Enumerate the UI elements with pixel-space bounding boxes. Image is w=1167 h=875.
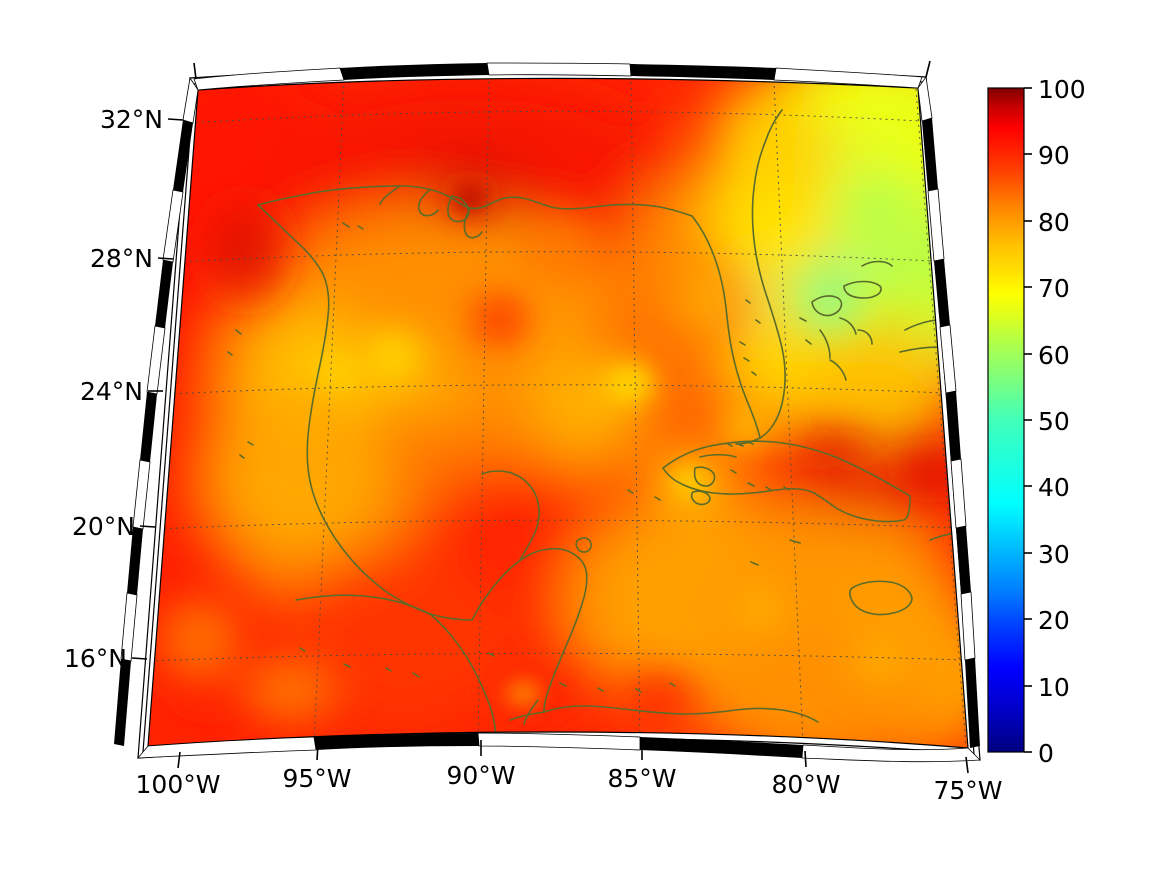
colorbar[interactable]: 100 90 80 70 60 50 40 30 20 10 0	[987, 75, 1086, 768]
colorbar-gradient	[987, 87, 1025, 753]
x-tick-label: 95°W	[282, 764, 351, 793]
colorbar-tick-label: 80	[1038, 208, 1070, 237]
x-tick-label: 80°W	[771, 770, 840, 799]
colorbar-tick-label: 70	[1038, 274, 1070, 303]
frame-ticks-right	[917, 75, 980, 748]
y-tick-label: 28°N	[90, 244, 153, 273]
colorbar-tick-label: 10	[1038, 673, 1070, 702]
x-tick-label: 90°W	[446, 761, 515, 790]
tick-marks	[131, 60, 969, 774]
colorbar-tick-label: 0	[1038, 739, 1054, 768]
colorbar-tick-label: 40	[1038, 473, 1070, 502]
colorbar-tick-labels: 100 90 80 70 60 50 40 30 20 10 0	[1038, 75, 1086, 768]
colorbar-tick-label: 20	[1038, 606, 1070, 635]
frame-ticks-left	[114, 76, 199, 746]
frame-ticks-top	[193, 62, 923, 91]
colorbar-tick-label: 90	[1038, 141, 1070, 170]
colorbar-tick-label: 100	[1038, 75, 1086, 104]
frame-ticks-bottom	[137, 732, 981, 763]
x-tick-label: 100°W	[136, 770, 221, 799]
y-axis-tick-labels: 32°N 28°N 24°N 20°N 16°N	[64, 105, 163, 673]
y-tick-label: 20°N	[72, 512, 135, 541]
colorbar-tick-label: 50	[1038, 407, 1070, 436]
x-tick-label: 75°W	[933, 776, 1002, 805]
y-tick-label: 16°N	[64, 644, 127, 673]
colorbar-ticks	[1024, 87, 1032, 753]
colorbar-tick-label: 60	[1038, 341, 1070, 370]
y-tick-label: 32°N	[100, 105, 163, 134]
x-axis-tick-labels: 100°W 95°W 90°W 85°W 80°W 75°W	[136, 761, 1003, 805]
colorbar-tick-label: 30	[1038, 540, 1070, 569]
x-tick-label: 85°W	[607, 764, 676, 793]
y-tick-label: 24°N	[80, 377, 143, 406]
